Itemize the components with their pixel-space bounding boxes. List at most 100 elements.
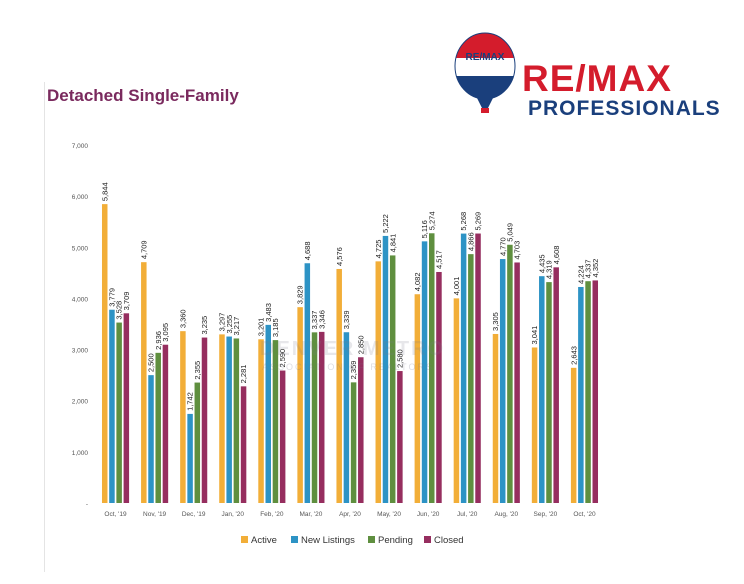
bar [279, 370, 286, 503]
bar [468, 254, 474, 503]
bar [499, 259, 506, 503]
data-label: 5,269 [474, 212, 483, 231]
x-tick-label: Aug, '20 [494, 511, 518, 518]
data-label: 4,224 [576, 265, 585, 284]
bar [226, 336, 232, 503]
bar [350, 382, 357, 503]
data-label: 4,337 [584, 259, 593, 278]
bar [272, 340, 279, 503]
x-tick-label: Apr, '20 [339, 511, 361, 518]
x-tick-label: May, '20 [377, 511, 401, 518]
x-tick-label: Jul, '20 [457, 511, 478, 518]
watermark-text: DENVER METRO [260, 338, 446, 360]
legend-label: Closed [434, 535, 464, 546]
data-label: 4,352 [591, 259, 600, 278]
bar [162, 344, 169, 503]
y-tick-label: 3,000 [72, 348, 89, 355]
x-tick-label: Jun, '20 [417, 511, 440, 518]
data-label: 4,709 [139, 240, 148, 259]
remax-logo [454, 32, 516, 113]
legend-label: New Listings [301, 535, 355, 546]
bar [578, 286, 584, 503]
data-label: 4,082 [413, 272, 422, 291]
bar [311, 332, 318, 503]
data-label: 3,185 [271, 318, 280, 337]
bar [240, 386, 247, 503]
data-label: 4,435 [537, 254, 546, 273]
bar [546, 282, 552, 503]
bar [585, 281, 591, 503]
x-tick-label: Sep, '20 [534, 511, 558, 518]
watermark-subtext: ASSOCIATION OF REALTORS [262, 362, 435, 372]
data-label: 5,268 [459, 212, 468, 231]
bar [492, 333, 499, 503]
y-tick-label: 1,000 [72, 450, 89, 457]
data-label: 1,742 [186, 392, 195, 411]
legend-swatch [368, 536, 375, 543]
data-label: 3,337 [310, 311, 319, 330]
data-label: 3,339 [342, 310, 351, 329]
bar [180, 331, 186, 503]
y-tick-label: 5,000 [72, 245, 89, 252]
data-label: 3,528 [115, 301, 124, 320]
data-label: 4,319 [545, 260, 554, 279]
bar [101, 204, 108, 503]
data-label: 2,936 [154, 331, 163, 350]
data-label: 2,359 [349, 361, 358, 380]
bar [109, 309, 115, 503]
x-tick-label: Mar, '20 [299, 511, 322, 518]
brand-tagline: PROFESSIONALS [528, 97, 721, 120]
data-label: 3,709 [122, 292, 131, 311]
data-label: 3,217 [232, 317, 241, 336]
bar [453, 298, 460, 503]
bar [155, 352, 161, 503]
bar [531, 347, 538, 503]
bar [265, 324, 271, 503]
bar [141, 262, 147, 503]
data-label: 4,576 [335, 247, 344, 266]
data-label: 3,360 [178, 309, 187, 328]
bar [507, 244, 513, 503]
bar [318, 331, 325, 503]
y-tick-label: 2,000 [72, 399, 89, 406]
data-label: 2,590 [278, 349, 287, 368]
data-label: 4,517 [435, 250, 444, 269]
x-tick-label: Jan, '20 [221, 511, 244, 518]
data-label: 4,688 [303, 241, 312, 260]
bar [429, 233, 435, 503]
bar [219, 334, 225, 503]
bar [514, 262, 520, 503]
legend-swatch [241, 536, 248, 543]
data-label: 3,346 [317, 310, 326, 329]
bar [148, 375, 154, 503]
bar [421, 241, 428, 503]
data-label: 5,049 [506, 223, 515, 242]
data-label: 5,274 [427, 211, 436, 230]
data-label: 4,841 [388, 234, 397, 253]
page-title: Detached Single-Family [47, 86, 239, 105]
data-label: 3,297 [218, 313, 227, 332]
data-label: 4,608 [552, 246, 561, 265]
data-label: 3,779 [108, 288, 117, 307]
bar [343, 332, 350, 503]
bar [297, 307, 303, 503]
data-label: 4,001 [452, 277, 461, 296]
bar [539, 276, 545, 503]
bar [397, 371, 403, 503]
bar [187, 413, 193, 503]
data-label: 2,281 [239, 365, 248, 384]
x-tick-label: Oct, '19 [104, 511, 127, 518]
bar [389, 255, 396, 503]
data-label: 3,201 [257, 318, 266, 337]
data-label: 4,770 [498, 237, 507, 256]
data-label: 2,643 [569, 346, 578, 365]
legend-swatch [291, 536, 298, 543]
data-label: 5,844 [100, 182, 109, 201]
bar [460, 233, 467, 504]
bar [201, 337, 208, 503]
bar [123, 313, 130, 503]
bar [553, 267, 559, 503]
data-label: 4,866 [466, 232, 475, 251]
bar [233, 338, 240, 503]
